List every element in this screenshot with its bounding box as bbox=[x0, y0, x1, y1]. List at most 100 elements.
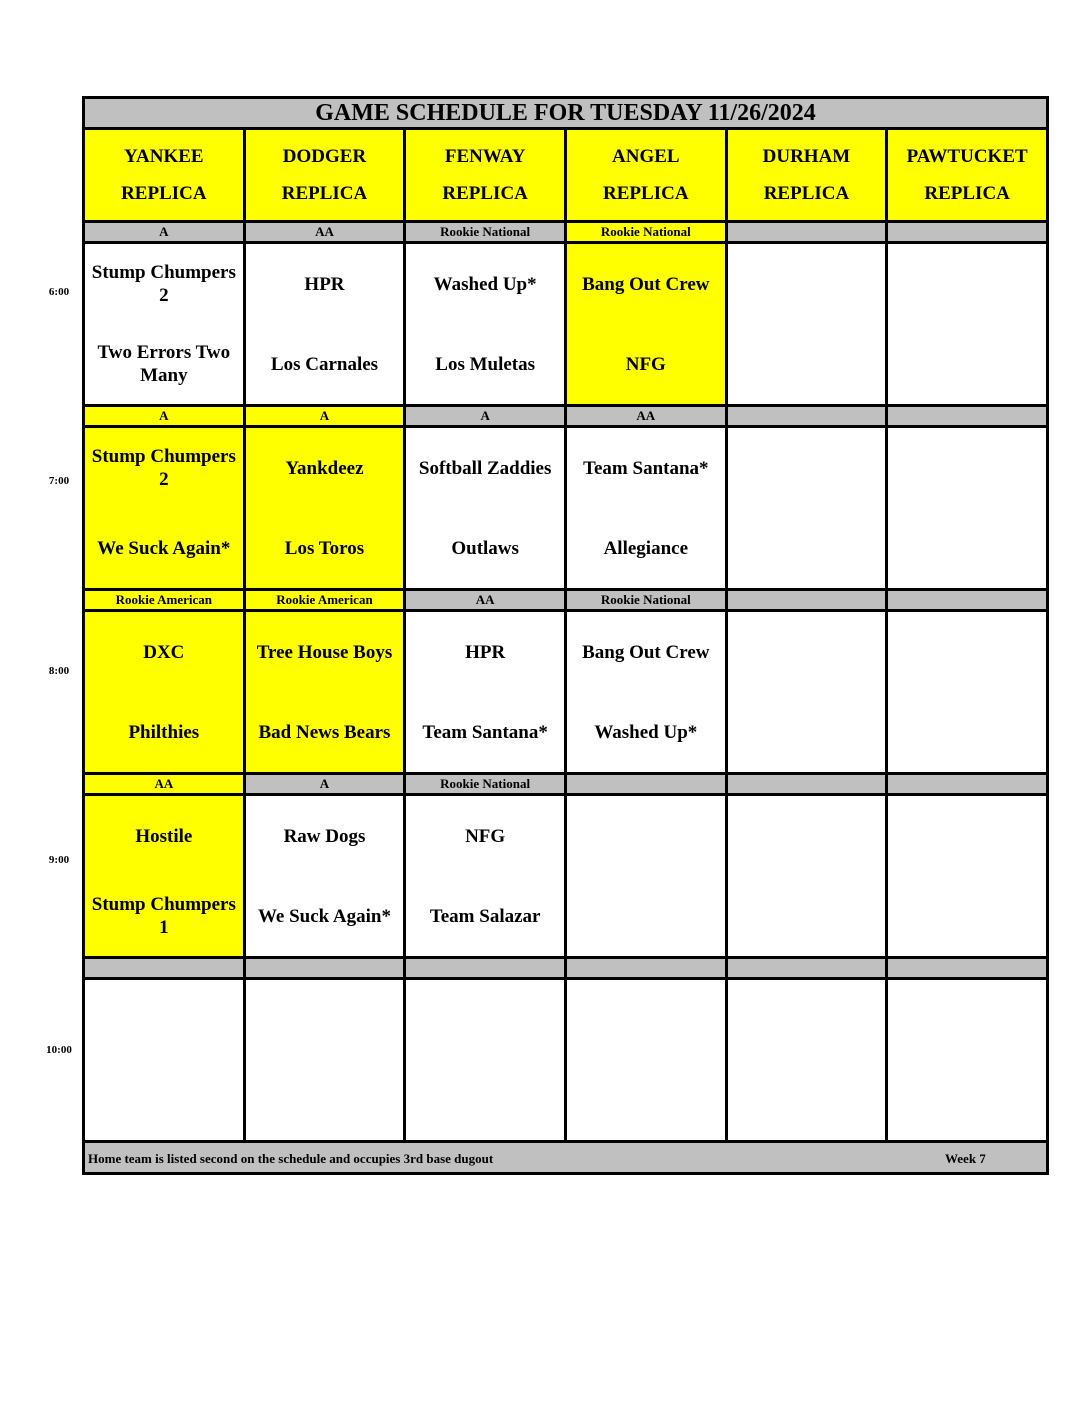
game-cell bbox=[724, 609, 889, 775]
home-team bbox=[890, 508, 1045, 587]
game-row bbox=[82, 977, 1049, 1143]
away-team: DXC bbox=[143, 641, 185, 663]
home-team bbox=[890, 324, 1045, 403]
field-header-row: YANKEE REPLICA DODGER REPLICA FENWAY REPLICA A… bbox=[82, 127, 1049, 223]
division-label bbox=[403, 956, 567, 980]
game-cell: Stump Chumpers 2 We Suck Again* bbox=[82, 425, 246, 591]
game-cell: NFG Team Salazar bbox=[403, 793, 567, 959]
title-row: GAME SCHEDULE FOR TUESDAY 11/26/2024 bbox=[82, 96, 1049, 130]
game-cell: HPR Team Santana* bbox=[403, 609, 567, 775]
division-label: AA bbox=[242, 220, 407, 244]
field-header: ANGEL REPLICA bbox=[563, 127, 728, 223]
field-header: DODGER REPLICA bbox=[242, 127, 407, 223]
home-team: Bad News Bears bbox=[258, 721, 391, 743]
field-name: PAWTUCKET bbox=[906, 146, 1028, 167]
field-header: PAWTUCKET REPLICA bbox=[885, 127, 1049, 223]
field-header: FENWAY REPLICA bbox=[403, 127, 567, 223]
division-label: A bbox=[242, 404, 407, 428]
home-team: Two Errors Two Many bbox=[97, 342, 231, 386]
game-cell bbox=[885, 241, 1049, 407]
division-label: AA bbox=[563, 404, 728, 428]
game-cell bbox=[885, 425, 1049, 591]
division-label: Rookie National bbox=[563, 588, 728, 612]
away-team: HPR bbox=[304, 273, 345, 295]
game-cell bbox=[82, 977, 246, 1143]
page-title: GAME SCHEDULE FOR TUESDAY 11/26/2024 bbox=[82, 96, 1049, 130]
away-team bbox=[729, 430, 884, 509]
field-name: FENWAY bbox=[444, 146, 526, 167]
away-team: Stump Chumpers 2 bbox=[91, 446, 236, 490]
game-cell: Tree House Boys Bad News Bears bbox=[242, 609, 407, 775]
game-row: DXC Philthies Tree House Boys Bad News Bear… bbox=[82, 609, 1049, 775]
home-team: Stump Chumpers 1 bbox=[91, 894, 236, 938]
home-team bbox=[568, 876, 723, 955]
away-team: Yankdeez bbox=[285, 457, 364, 479]
footer-row: Home team is listed second on the schedu… bbox=[82, 1140, 1049, 1175]
game-cell bbox=[885, 977, 1049, 1143]
away-team bbox=[890, 614, 1045, 693]
field-name: DODGER bbox=[282, 146, 367, 167]
division-label bbox=[724, 588, 889, 612]
game-cell: Bang Out Crew NFG bbox=[563, 241, 728, 407]
away-team bbox=[729, 798, 884, 877]
away-team bbox=[86, 982, 241, 1061]
home-team bbox=[890, 876, 1045, 955]
away-team: Bang Out Crew bbox=[582, 641, 710, 663]
field-type: REPLICA bbox=[281, 183, 368, 204]
field-type: REPLICA bbox=[121, 183, 207, 204]
away-team: Softball Zaddies bbox=[418, 457, 552, 479]
away-team: Bang Out Crew bbox=[582, 273, 710, 295]
game-cell: Hostile Stump Chumpers 1 bbox=[82, 793, 246, 959]
division-label bbox=[242, 956, 407, 980]
game-cell: Raw Dogs We Suck Again* bbox=[242, 793, 407, 959]
division-label bbox=[885, 588, 1049, 612]
division-label: Rookie American bbox=[82, 588, 246, 612]
field-type: REPLICA bbox=[763, 183, 850, 204]
field-header: YANKEE REPLICA bbox=[82, 127, 246, 223]
division-row: AA A Rookie National bbox=[82, 772, 1049, 796]
game-row: Stump Chumpers 2 We Suck Again* Yankdeez Lo… bbox=[82, 425, 1049, 591]
away-team bbox=[729, 614, 884, 693]
home-team bbox=[729, 692, 884, 771]
division-label: Rookie National bbox=[403, 772, 567, 796]
division-row: A A A AA bbox=[82, 404, 1049, 428]
field-name: ANGEL bbox=[612, 146, 680, 167]
time-label: 10:00 bbox=[46, 1044, 72, 1056]
home-team bbox=[890, 692, 1045, 771]
game-cell: Bang Out Crew Washed Up* bbox=[563, 609, 728, 775]
home-team: Los Muletas bbox=[435, 353, 536, 375]
game-cell bbox=[724, 977, 889, 1143]
home-team: Washed Up* bbox=[594, 721, 698, 743]
home-team: Team Salazar bbox=[429, 905, 541, 927]
game-cell bbox=[724, 425, 889, 591]
away-team bbox=[890, 246, 1045, 325]
division-row: A AA Rookie National Rookie National bbox=[82, 220, 1049, 244]
away-team bbox=[890, 430, 1045, 509]
division-label: Rookie National bbox=[563, 220, 728, 244]
away-team bbox=[568, 982, 723, 1061]
away-team bbox=[729, 982, 884, 1061]
field-type: REPLICA bbox=[603, 183, 689, 204]
division-label: A bbox=[403, 404, 567, 428]
away-team bbox=[729, 246, 884, 325]
home-team bbox=[247, 1060, 402, 1139]
away-team: Raw Dogs bbox=[283, 825, 366, 847]
footer-note: Home team is listed second on the schedu… bbox=[88, 1151, 494, 1166]
division-label bbox=[885, 772, 1049, 796]
away-team: Team Santana* bbox=[583, 457, 709, 479]
home-team: Team Santana* bbox=[422, 721, 548, 743]
time-label: 9:00 bbox=[48, 854, 70, 866]
division-label: Rookie American bbox=[242, 588, 407, 612]
home-team: Los Carnales bbox=[270, 353, 379, 375]
away-team: HPR bbox=[465, 641, 506, 663]
game-cell bbox=[403, 977, 567, 1143]
division-row: Rookie American Rookie American AA Rookie N… bbox=[82, 588, 1049, 612]
game-row: Hostile Stump Chumpers 1 Raw Dogs We Suck A… bbox=[82, 793, 1049, 959]
away-team bbox=[890, 798, 1045, 877]
game-cell bbox=[724, 241, 889, 407]
division-label bbox=[724, 220, 889, 244]
home-team bbox=[568, 1060, 723, 1139]
home-team: Los Toros bbox=[284, 537, 365, 559]
game-cell bbox=[885, 793, 1049, 959]
home-team bbox=[408, 1060, 563, 1139]
